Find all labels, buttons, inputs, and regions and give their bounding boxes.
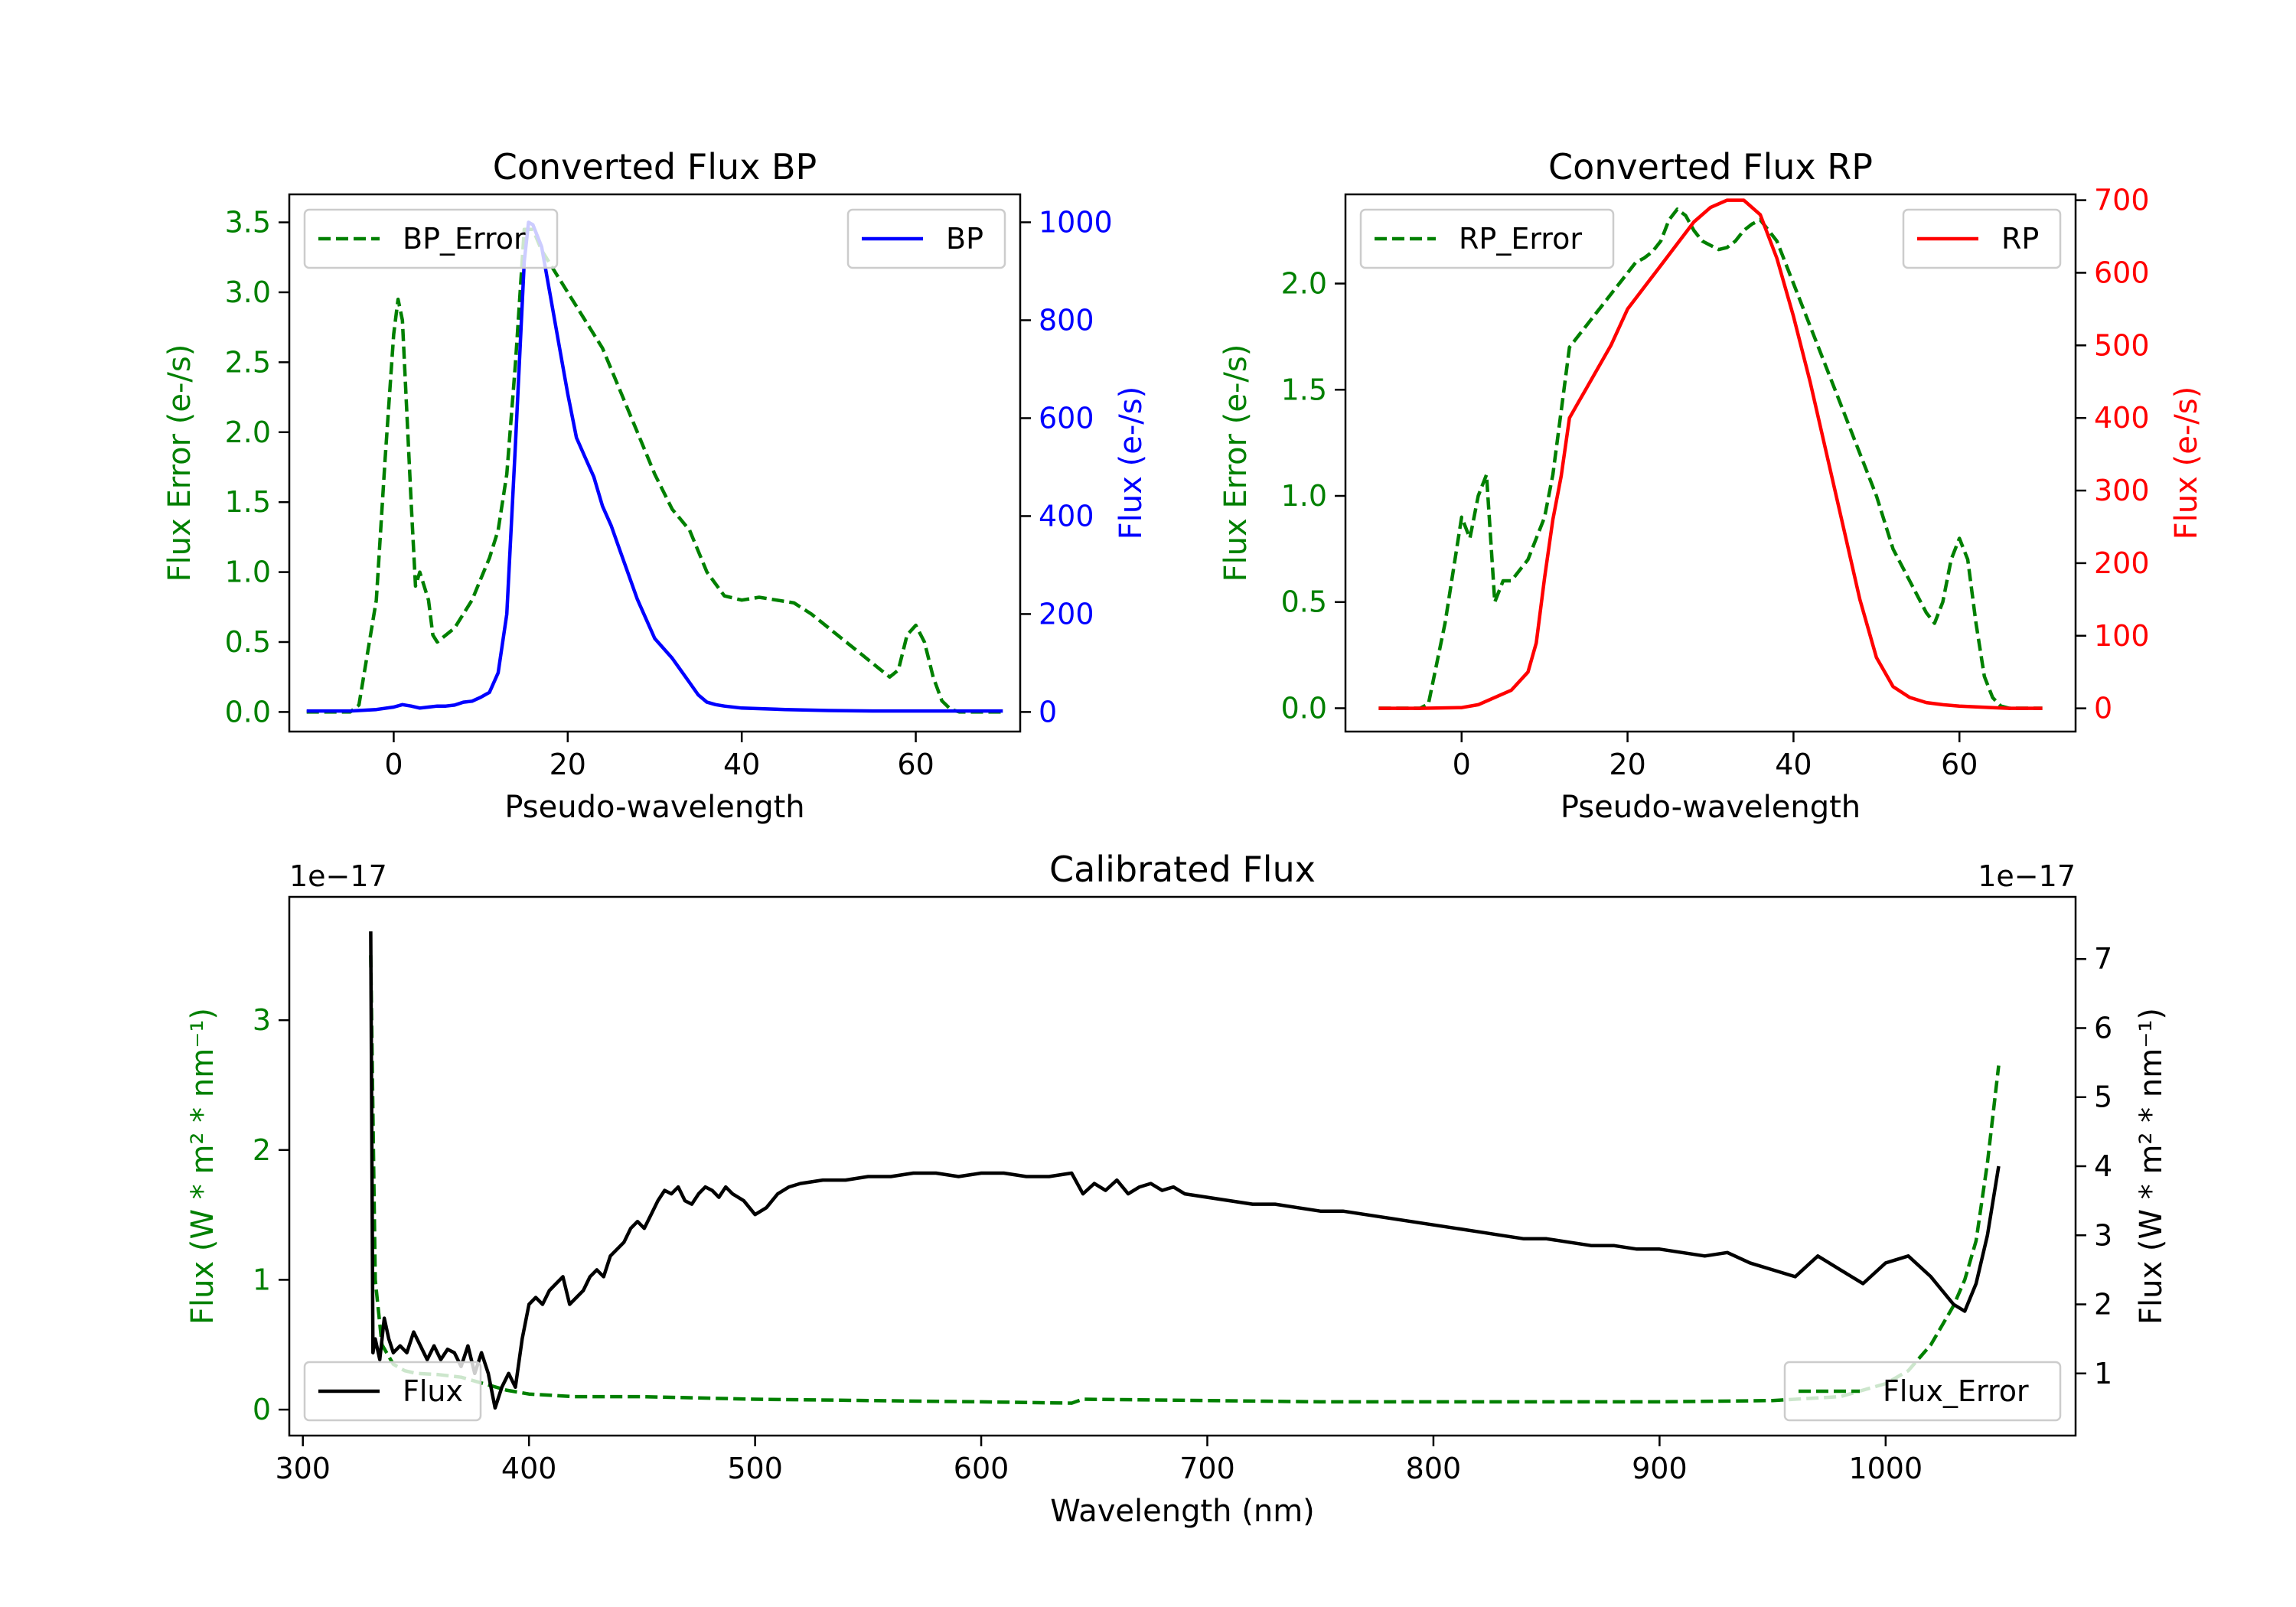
left-tick-label: 2.5: [225, 345, 271, 379]
plot-frame: [1344, 193, 2077, 733]
left-tick-label: 1.5: [1281, 373, 1327, 406]
legend-box: [846, 208, 1006, 269]
right-axis-label: Flux (W * m² * nm⁻¹): [2134, 1008, 2169, 1325]
x-tick-label: 0: [384, 748, 403, 781]
right-tick-label: 200: [1039, 597, 1094, 631]
x-tick-label: 500: [727, 1452, 783, 1485]
left-tick-label: 0.0: [225, 695, 271, 729]
right-tick-label: 300: [2094, 474, 2150, 507]
right-tick-label: 3: [2094, 1218, 2112, 1252]
right-offset-text: 1e−17: [1978, 859, 2076, 893]
legend-box: [303, 1361, 482, 1422]
series-line-bp: [306, 220, 1003, 713]
legend-bp: BP: [846, 208, 1006, 269]
x-axis-label: Wavelength (nm): [1050, 1494, 1315, 1529]
left-tick-label: 2: [253, 1133, 271, 1167]
left-tick-label: 1.0: [1281, 479, 1327, 513]
x-tick-label: 700: [1179, 1452, 1235, 1485]
chart-title: Calibrated Flux: [1049, 849, 1316, 890]
left-tick-label: 3.0: [225, 275, 271, 309]
right-tick-label: 2: [2094, 1288, 2112, 1322]
legend-box: [1902, 208, 2062, 269]
legend-rp: RP: [1902, 208, 2062, 269]
left-axis-label: Flux Error (e-/s): [1218, 344, 1254, 582]
right-tick-label: 4: [2094, 1149, 2112, 1183]
chart-title: Converted Flux BP: [493, 146, 817, 187]
right-tick-label: 1000: [1039, 205, 1113, 239]
left-tick-label: 0.0: [1281, 691, 1327, 725]
right-tick-label: 200: [2094, 546, 2150, 580]
right-tick-label: 400: [2094, 401, 2150, 435]
x-tick-label: 40: [723, 748, 760, 781]
legend-flux: Flux: [303, 1361, 482, 1422]
x-axis-label: Pseudo-wavelength: [504, 790, 804, 825]
right-tick-label: 5: [2094, 1081, 2112, 1114]
left-tick-label: 3: [253, 1003, 271, 1037]
legend-box: [1783, 1361, 2062, 1422]
x-tick-label: 60: [897, 748, 934, 781]
x-tick-label: 300: [275, 1452, 331, 1485]
right-tick-label: 700: [2094, 184, 2150, 217]
right-tick-label: 800: [1039, 303, 1094, 337]
right-tick-label: 6: [2094, 1011, 2112, 1045]
right-tick-label: 600: [2094, 256, 2150, 289]
right-tick-label: 7: [2094, 942, 2112, 976]
left-tick-label: 0.5: [1281, 585, 1327, 619]
legend-box: [303, 208, 559, 269]
legend-label: RP_Error: [1459, 222, 1582, 256]
x-axis-label: Pseudo-wavelength: [1561, 790, 1861, 825]
legend-flux-error: Flux_Error: [1783, 1361, 2062, 1422]
plot-frame: [288, 193, 1022, 733]
rp-panel: 0 20 40 60 0.0 0.5 1.0 1.5 2.0 0 100 200 300 400 500 60…: [1218, 146, 2204, 825]
right-axis-label: Flux (e-/s): [1114, 386, 1149, 539]
chart-title: Converted Flux RP: [1548, 146, 1873, 187]
legend-box: [1359, 208, 1615, 269]
legend-label: BP: [946, 222, 983, 256]
x-tick-label: 40: [1775, 748, 1812, 781]
right-tick-label: 0: [2094, 692, 2112, 725]
left-offset-text: 1e−17: [289, 859, 387, 893]
left-tick-label: 1: [253, 1263, 271, 1296]
legend-label: Flux: [403, 1374, 463, 1408]
x-tick-label: 400: [501, 1452, 557, 1485]
x-tick-label: 0: [1453, 748, 1471, 781]
series-line-rp: [1378, 198, 2043, 710]
left-tick-label: 1.0: [225, 556, 271, 589]
x-tick-label: 20: [550, 748, 586, 781]
series-line-flux: [369, 931, 2001, 1410]
x-tick-label: 60: [1941, 748, 1978, 781]
right-tick-label: 500: [2094, 328, 2150, 362]
left-tick-label: 3.5: [225, 206, 271, 240]
calibrated-panel: 300 400 500 600 700 800 900 1000 0 1 2 3 1 2 3 4 5 6 7 Cali…: [185, 849, 2169, 1529]
legend-label: BP_Error: [403, 222, 526, 256]
right-tick-label: 0: [1039, 695, 1057, 729]
left-axis-label: Flux Error (e-/s): [162, 344, 197, 582]
x-tick-label: 900: [1632, 1452, 1688, 1485]
x-tick-label: 600: [954, 1452, 1009, 1485]
x-tick-label: 800: [1406, 1452, 1462, 1485]
left-axis-label: Flux (W * m² * nm⁻¹): [185, 1008, 220, 1325]
x-tick-label: 20: [1609, 748, 1645, 781]
left-tick-label: 2.0: [225, 416, 271, 449]
left-tick-label: 1.5: [225, 485, 271, 519]
legend-rp-error: RP_Error: [1359, 208, 1615, 269]
legend-label: Flux_Error: [1883, 1374, 2029, 1408]
legend-label: RP: [2001, 222, 2039, 256]
legend-bp-error: BP_Error: [303, 208, 559, 269]
series-line-rp-error: [1378, 207, 2043, 710]
left-tick-label: 2.0: [1281, 267, 1327, 301]
right-tick-label: 100: [2094, 619, 2150, 653]
series-line-bp-error: [306, 227, 1003, 714]
right-tick-label: 1: [2094, 1357, 2112, 1390]
bp-panel: 0 20 40 60 0.0 0.5 1.0 1.5 2.0 2.5 3.0 3.5 0 200 400 60…: [162, 146, 1149, 825]
right-axis-label: Flux (e-/s): [2169, 386, 2204, 539]
right-tick-label: 600: [1039, 401, 1094, 435]
right-tick-label: 400: [1039, 499, 1094, 533]
x-tick-label: 1000: [1848, 1452, 1923, 1485]
left-tick-label: 0.5: [225, 625, 271, 659]
left-tick-label: 0: [253, 1393, 271, 1426]
